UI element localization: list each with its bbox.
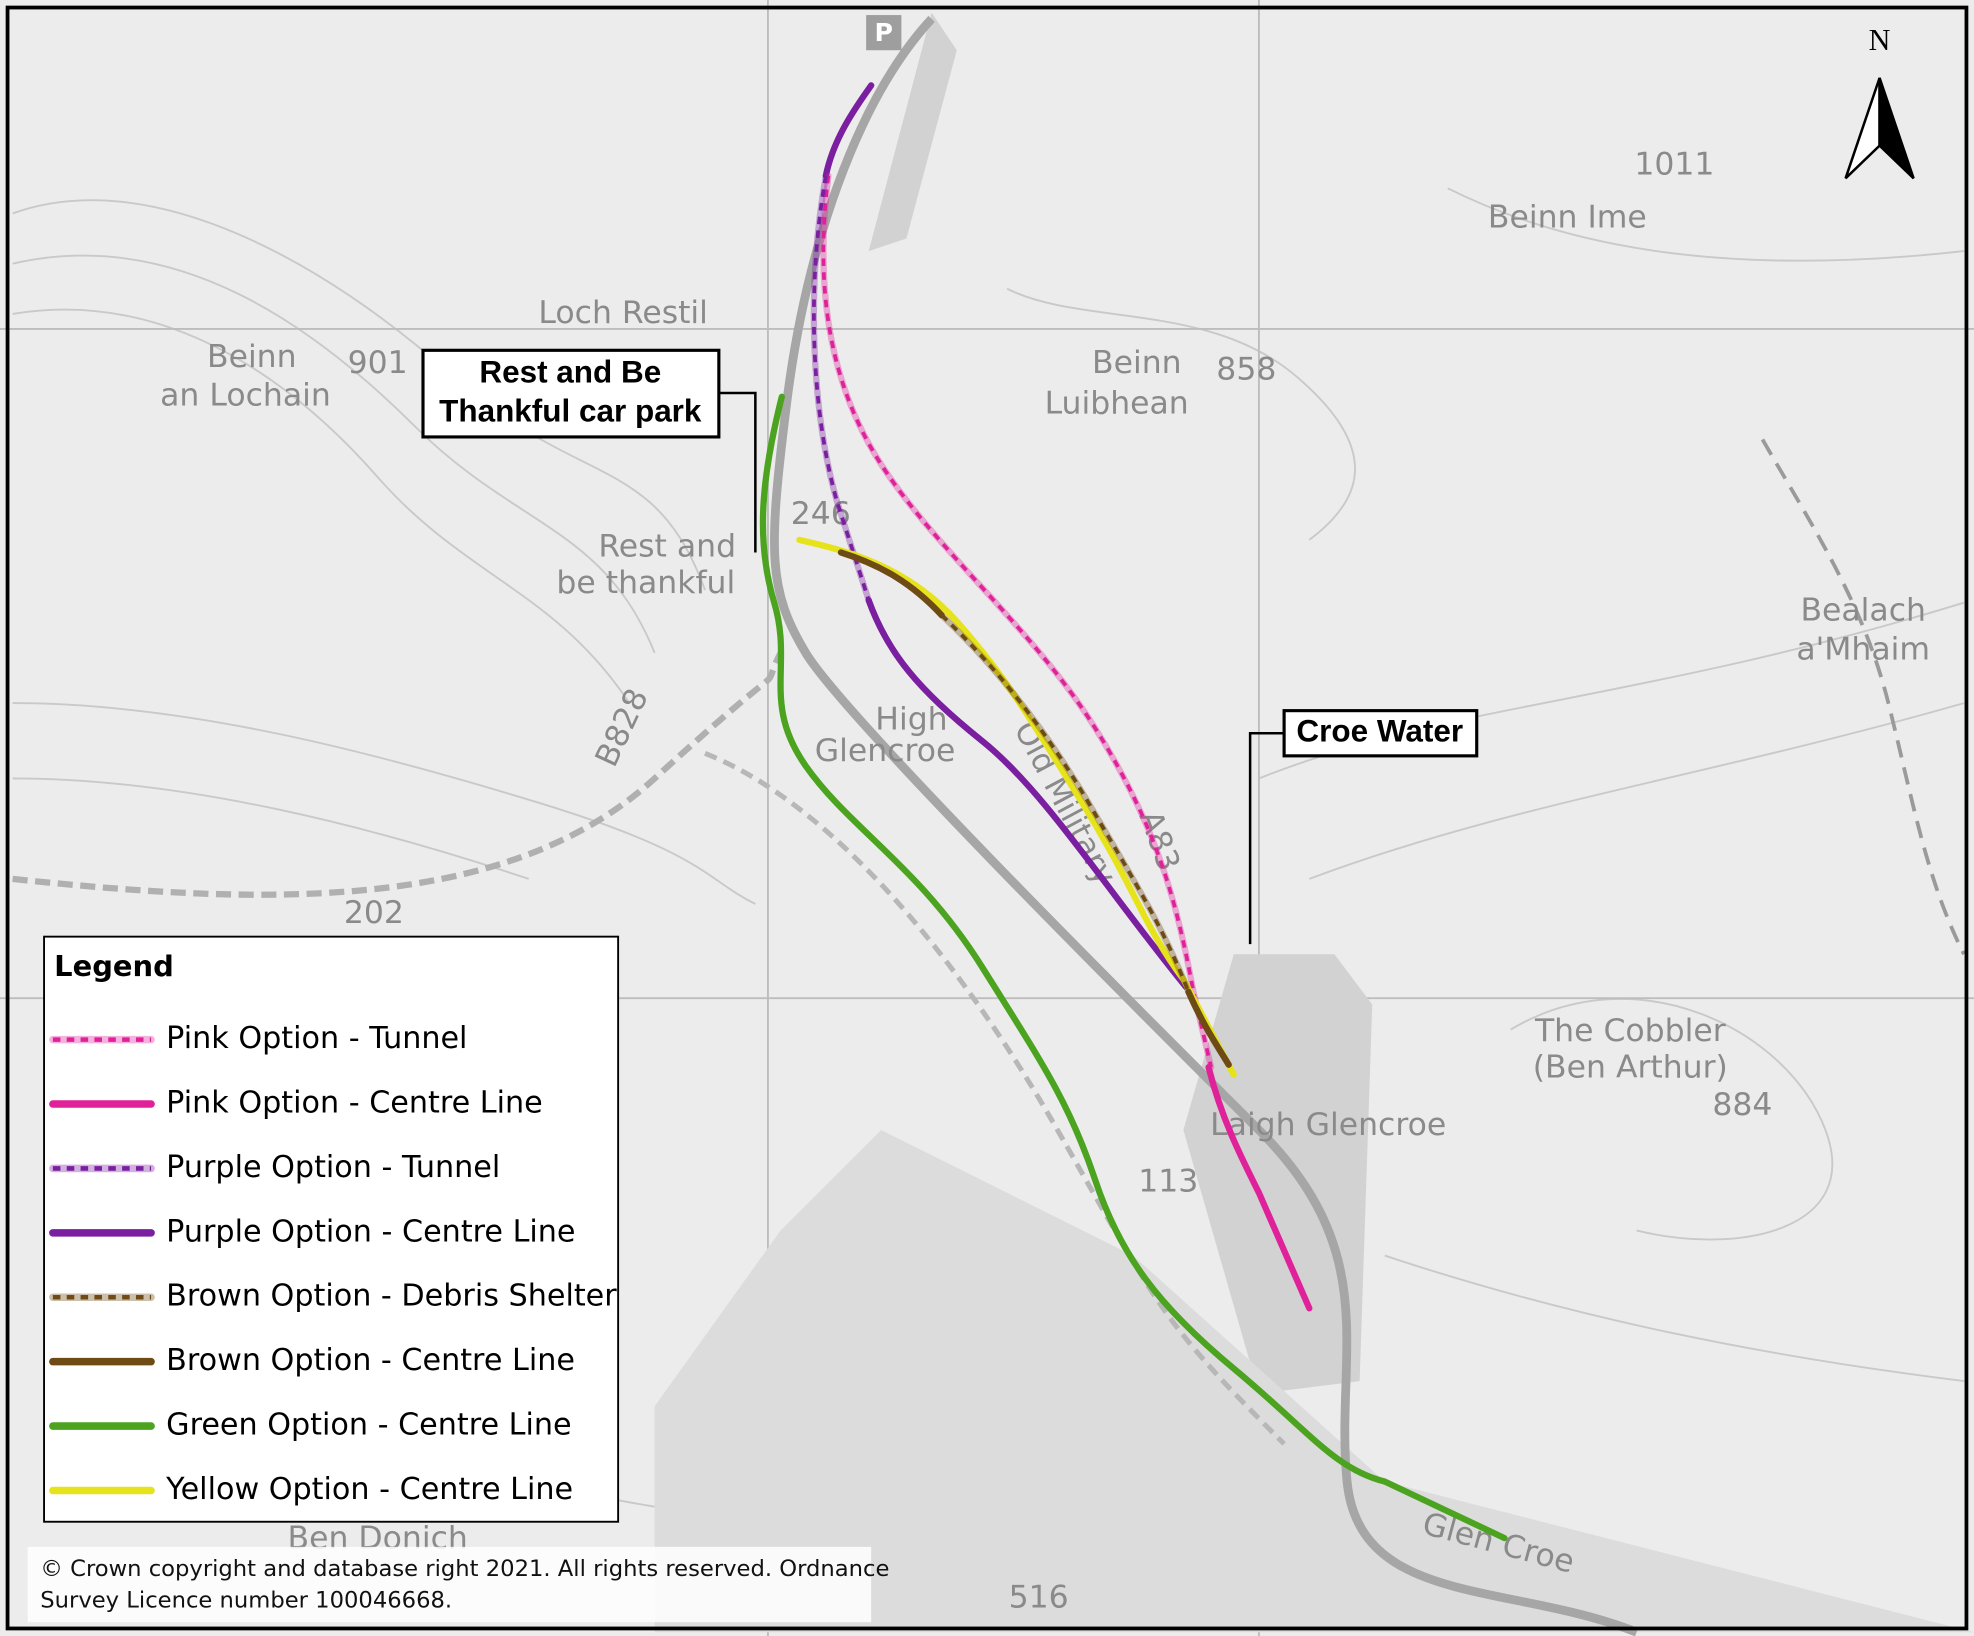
contours [12, 187, 1965, 1508]
place-label: be thankful [556, 565, 735, 601]
copyright-bg [27, 1546, 872, 1623]
place-label: 901 [348, 345, 408, 381]
north-arrow-right [1878, 77, 1915, 180]
place-label: Rest and [598, 528, 736, 564]
place-label: 516 [1009, 1579, 1069, 1615]
callout-label: Thankful car park [439, 393, 702, 428]
callout-leader [1248, 731, 1285, 945]
path [1760, 438, 1966, 956]
place-label: Beinn [207, 339, 297, 375]
callout-label: Croe Water [1296, 714, 1463, 749]
callout-box [421, 348, 721, 439]
place-label: (Ben Arthur) [1533, 1050, 1728, 1086]
route-line [822, 82, 875, 179]
legend-label: Purple Option - Centre Line [166, 1214, 575, 1249]
place-label: a'Mhaim [1796, 631, 1930, 667]
callout-label: Rest and Be [479, 354, 661, 389]
place-label: 1011 [1634, 147, 1714, 183]
place-label: 246 [791, 496, 851, 532]
route-line [759, 393, 1508, 1542]
north-label: N [1869, 23, 1891, 57]
place-label: Beinn [1092, 345, 1182, 381]
route-line [821, 175, 1213, 1068]
place-label: Beinn Ime [1488, 199, 1647, 235]
legend-label: Brown Option - Debris Shelter [166, 1279, 617, 1314]
map-frame [5, 5, 1969, 1631]
track [704, 751, 1286, 1446]
legend: Legend Pink Option - Tunnel Pink Option -… [43, 935, 620, 1523]
north-arrow: N [1844, 23, 1915, 180]
place-label: Glencroe [815, 733, 956, 769]
legend-title: Legend [54, 949, 174, 983]
legend-label: Pink Option - Centre Line [166, 1086, 543, 1121]
place-label: 113 [1138, 1164, 1198, 1200]
parking-icon-letter: P [875, 18, 893, 47]
place-label: Luibhean [1045, 385, 1189, 421]
legend-label: Brown Option - Centre Line [166, 1343, 575, 1378]
place-label: Loch Restil [538, 295, 707, 331]
place-label: 858 [1216, 351, 1276, 387]
copyright-line: Survey Licence number 100046668. [40, 1587, 452, 1613]
route-line [837, 549, 945, 619]
place-label: an Lochain [160, 378, 331, 414]
callouts: Rest and Be Thankful car park Croe Water [421, 348, 1479, 945]
place-label: The Cobbler [1534, 1013, 1726, 1049]
route-line [812, 175, 871, 601]
forest-area [868, 12, 1373, 1394]
copyright-line: © Crown copyright and database right 202… [40, 1556, 889, 1582]
place-label: Laigh Glencroe [1210, 1107, 1446, 1143]
place-label: Bealach [1800, 592, 1925, 628]
copyright: © Crown copyright and database right 202… [40, 1556, 889, 1613]
place-label: High [875, 702, 947, 738]
routes [759, 82, 1508, 1542]
route-line [940, 613, 1191, 993]
parking-icon [866, 15, 902, 51]
route-line [1205, 1064, 1313, 1312]
route-line [865, 597, 1190, 991]
legend-label: Green Option - Centre Line [166, 1408, 571, 1443]
road [770, 15, 1639, 1636]
place-label: 884 [1712, 1087, 1772, 1123]
route-line [1185, 988, 1232, 1068]
forest-area [654, 1130, 1974, 1633]
legend-label: Purple Option - Tunnel [166, 1150, 500, 1185]
legend-label: Pink Option - Tunnel [166, 1021, 467, 1056]
legend-label: Yellow Option - Centre Line [165, 1472, 573, 1507]
place-label: 202 [344, 895, 404, 931]
callout-leader [718, 391, 757, 553]
callout-box [1282, 709, 1479, 758]
road [12, 651, 784, 898]
